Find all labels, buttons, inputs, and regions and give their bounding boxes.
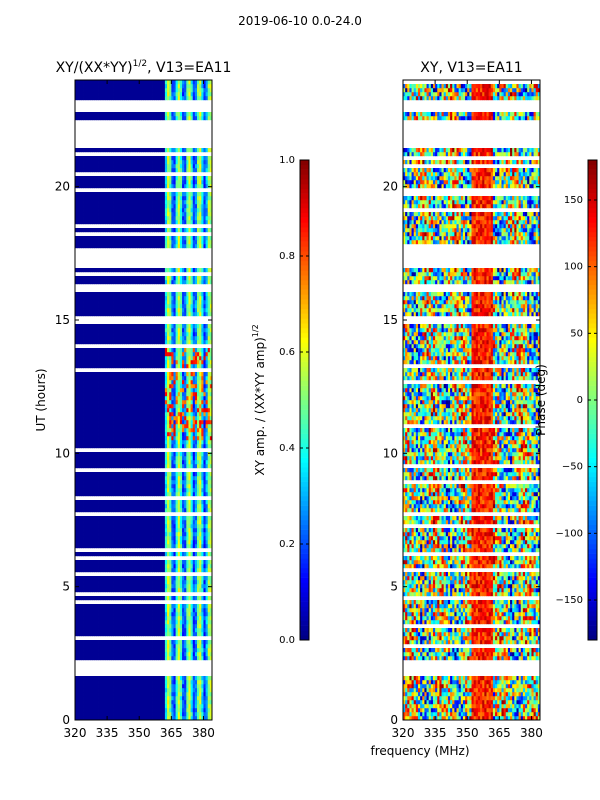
amp-heatmap-cells [75,80,212,720]
figure-canvas: 320 335 350 365 38005101520XY/(XX*YY)1/2, V1… [0,0,600,800]
